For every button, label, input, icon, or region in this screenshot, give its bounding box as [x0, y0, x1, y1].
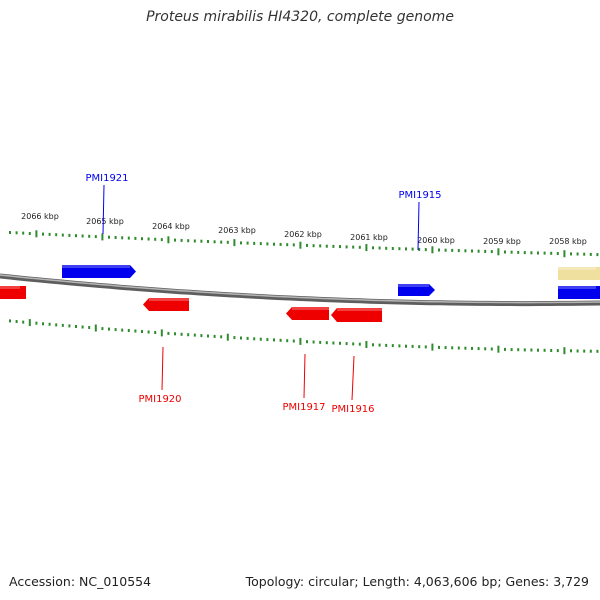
- gene-label-leader: [161, 346, 164, 391]
- scale-label: 2061 kbp: [350, 233, 388, 242]
- gene-arrow-pmi1917[interactable]: [286, 307, 329, 320]
- gene-label-leader: [351, 355, 355, 401]
- gene-label-leader: [303, 353, 306, 399]
- inner-tick-track: [9, 319, 599, 355]
- gene-label[interactable]: PMI1917: [282, 402, 325, 413]
- gene-label[interactable]: PMI1921: [85, 173, 128, 184]
- gene-label[interactable]: PMI1916: [331, 404, 374, 415]
- gene-label-leader: [102, 184, 105, 235]
- genome-stats-text: Topology: circular; Length: 4,063,606 bp…: [245, 574, 589, 589]
- map-title: Proteus mirabilis HI4320, complete genom…: [146, 9, 454, 25]
- scale-label: 2058 kbp: [549, 237, 587, 246]
- accession-text: Accession: NC_010554: [9, 574, 152, 589]
- gene-label[interactable]: PMI1915: [398, 190, 441, 201]
- scale-label: 2059 kbp: [483, 237, 521, 246]
- outer-tick-track: [9, 230, 599, 258]
- gene-label-leader: [417, 201, 420, 251]
- label-layer: 2066 kbp 2065 kbp 2064 kbp 2063 kbp 2062 kbp…: [21, 173, 587, 415]
- scale-label: 2062 kbp: [284, 230, 322, 239]
- gene-arrow-pmi1921[interactable]: [62, 265, 136, 278]
- gene-arrow-right-edge[interactable]: [558, 286, 600, 299]
- feature-track[interactable]: [0, 265, 600, 322]
- scale-label: 2065 kbp: [86, 217, 124, 226]
- scale-label: 2060 kbp: [417, 236, 455, 245]
- gene-arrow-pmi1916[interactable]: [331, 308, 382, 322]
- scale-label: 2063 kbp: [218, 226, 256, 235]
- gene-label[interactable]: PMI1920: [138, 394, 181, 405]
- backbone-highlight: [0, 274, 600, 304]
- gene-arrow-left-edge[interactable]: [0, 286, 26, 299]
- gene-arrow-pmi1915[interactable]: [398, 284, 435, 296]
- scale-label: 2064 kbp: [152, 222, 190, 231]
- feature-right-edge-pale[interactable]: [558, 267, 600, 280]
- backbone-line: [0, 273, 600, 307]
- scale-label: 2066 kbp: [21, 212, 59, 221]
- genome-backbone: [0, 273, 600, 307]
- gene-arrow-pmi1920[interactable]: [143, 298, 189, 311]
